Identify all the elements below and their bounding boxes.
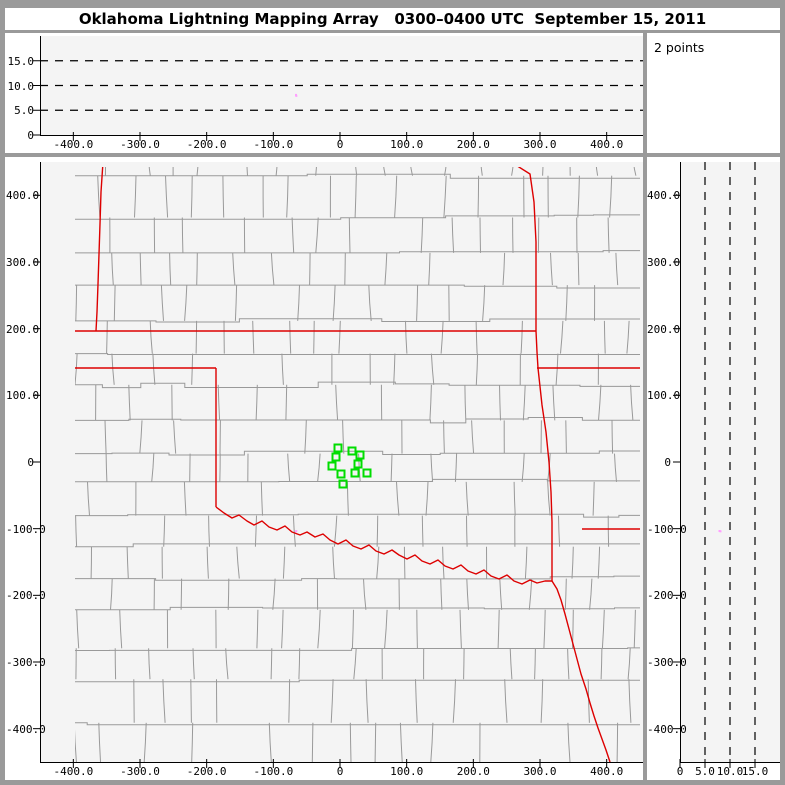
ns-axis-tick-label: 0 <box>664 456 671 469</box>
ew-axis-tick-label: -400.0 <box>53 138 94 151</box>
ns-axis-tick-label: -100.0 <box>647 522 687 536</box>
ns-axis-tick-label: 400.0 <box>647 189 681 203</box>
ew-axis-tick-label: 0 <box>336 138 344 151</box>
ew-axis-tick-label: 400.0 <box>590 138 624 151</box>
state-border-red-river <box>215 506 552 585</box>
ew-axis-tick-label: -300.0 <box>120 765 160 778</box>
state-border-ks-co-border <box>95 167 104 332</box>
points-count-label: 2 points <box>654 40 705 55</box>
alt-axis-tick-label: 5.0 <box>14 104 34 118</box>
ew-axis-tick-label: -400.0 <box>53 765 94 778</box>
alt-axis-tick-label: 0 <box>27 129 34 142</box>
ns-axis-tick-label: -300.0 <box>647 656 687 669</box>
state-border-ok-ar-border <box>537 367 553 581</box>
ew-axis-tick-label: 0 <box>336 765 344 778</box>
alt-axis-tick-label: 0 <box>676 765 684 778</box>
ns-axis-tick-label: 200.0 <box>6 322 40 336</box>
ns-axis-tick-label: -100.0 <box>6 522 46 536</box>
alt-axis-tick-label: 10.0 <box>716 765 744 778</box>
altitude-ew-plot[interactable] <box>5 33 643 153</box>
ew-axis-tick-label: -100.0 <box>253 138 294 151</box>
title-bar: Oklahoma Lightning Mapping Array 0300–04… <box>5 8 780 30</box>
ns-axis-tick-label: 0 <box>27 456 34 469</box>
alt-axis-tick-label: 15.0 <box>741 765 769 778</box>
alt-axis-tick-label: 10.0 <box>7 79 35 93</box>
ns-axis-tick-label: 400.0 <box>6 189 40 203</box>
lma-station-marker <box>362 468 372 478</box>
state-border-ar-tx-la-border <box>551 580 611 763</box>
ns-axis-tick-label: -400.0 <box>647 722 687 736</box>
altitude-ew-panel: 15.0 10.0 5.0 0 -400.0 -300.0 -200.0 -100.0 0 100… <box>5 33 643 153</box>
ns-axis-tick-label: -200.0 <box>647 589 687 603</box>
ns-axis-tick-label: 100.0 <box>647 389 681 403</box>
altitude-ns-plot[interactable] <box>647 157 780 780</box>
ns-axis-tick-label: -400.0 <box>6 722 46 736</box>
lma-station-marker <box>336 469 346 479</box>
points-count-panel: 2 points <box>647 33 780 153</box>
page-title: Oklahoma Lightning Mapping Array 0300–04… <box>78 10 707 28</box>
lma-station-marker <box>355 450 365 460</box>
lma-station-marker <box>333 443 343 453</box>
ns-axis-tick-label: 300.0 <box>6 256 40 269</box>
lma-station-marker <box>350 468 360 478</box>
lma-station-marker <box>327 461 337 471</box>
ew-axis-tick-label: 300.0 <box>523 765 557 778</box>
state-border-ks-mo-ok-border <box>517 167 539 369</box>
lma-station-marker <box>353 459 363 469</box>
ew-axis-tick-label: -200.0 <box>186 765 227 778</box>
ns-axis-tick-label: -200.0 <box>6 589 46 603</box>
ew-axis-tick-label: 200.0 <box>456 765 490 778</box>
ew-axis-tick-label: -200.0 <box>186 138 227 151</box>
plan-view-panel: 400.0 300.0 200.0 100.0 0 -100.0 -200.0 -300.0 -… <box>5 157 643 780</box>
lma-station-marker <box>331 452 341 462</box>
ew-axis-tick-label: 100.0 <box>390 138 424 151</box>
ew-axis-tick-label: 300.0 <box>523 138 557 151</box>
alt-axis-tick-label: 15.0 <box>7 54 35 68</box>
ew-axis-tick-label: 100.0 <box>390 765 424 778</box>
alt-axis-tick-label: 5.0 <box>695 765 715 778</box>
ns-axis-tick-label: 100.0 <box>6 389 40 403</box>
ns-axis-tick-label: 300.0 <box>647 256 681 269</box>
ew-axis-tick-label: -100.0 <box>253 765 294 778</box>
ns-axis-tick-label: 200.0 <box>647 322 681 336</box>
plan-view-map[interactable] <box>5 157 643 780</box>
ew-axis-tick-label: -300.0 <box>120 138 160 151</box>
altitude-ns-panel: 400.0 300.0 200.0 100.0 0 -100.0 -200.0 -300.0 -… <box>647 157 780 780</box>
ew-axis-tick-label: 200.0 <box>456 138 490 151</box>
ew-axis-tick-label: 400.0 <box>590 765 624 778</box>
lma-station-marker <box>338 479 348 489</box>
ns-axis-tick-label: -300.0 <box>6 656 46 669</box>
